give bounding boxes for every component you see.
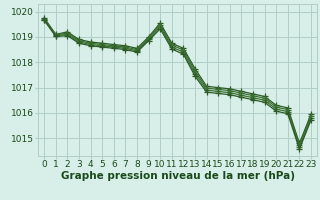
X-axis label: Graphe pression niveau de la mer (hPa): Graphe pression niveau de la mer (hPa) bbox=[60, 171, 295, 181]
